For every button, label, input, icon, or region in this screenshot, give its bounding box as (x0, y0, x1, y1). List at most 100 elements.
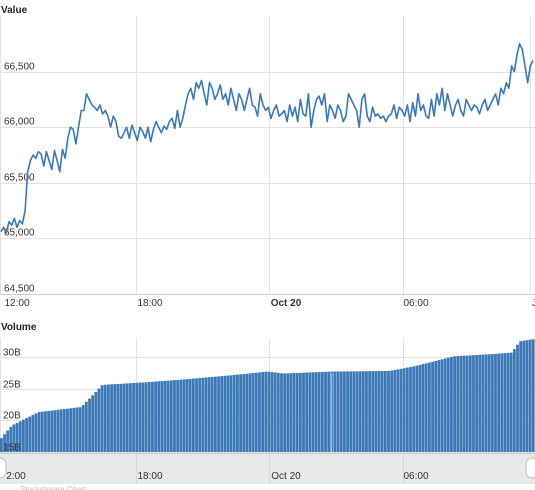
volume-bar (147, 382, 151, 452)
volume-bar (176, 379, 180, 452)
volume-bar (3, 434, 6, 452)
volume-bar (9, 426, 13, 452)
volume-bar (289, 373, 293, 452)
volume-bar (331, 373, 333, 452)
volume-bar (302, 372, 305, 452)
volume-bar (509, 352, 513, 452)
volume-bar (97, 388, 101, 452)
volume-bar (475, 355, 479, 452)
volume-bar (37, 412, 41, 452)
y-tick-label: 15B (3, 443, 21, 454)
volume-bar (487, 354, 491, 452)
volume-bar (251, 373, 255, 452)
volume-bar (195, 378, 198, 452)
volume-bar (355, 371, 359, 452)
volume-bar (308, 372, 312, 452)
volume-bar (50, 410, 54, 452)
volume-bar (437, 360, 441, 452)
volume-bar (409, 367, 412, 452)
volume-bar (522, 340, 526, 452)
navigator-right-handle[interactable] (525, 457, 535, 479)
volume-bar (182, 379, 186, 452)
price-panel: Value 64,500 65,000 65,500 66,000 66,500 12:00… (0, 5, 535, 309)
volume-bar (305, 372, 309, 452)
volume-bar (100, 385, 104, 452)
price-series-line (0, 42, 534, 234)
volume-bar (138, 382, 142, 452)
y-tick-label: 65,500 (4, 173, 35, 184)
volume-bar (66, 408, 69, 452)
volume-bar (314, 372, 318, 452)
volume-bar (365, 371, 368, 452)
volume-bar (506, 352, 510, 452)
volume-bar (402, 368, 406, 452)
volume-bar (424, 363, 428, 452)
y-tick-label: 20B (3, 411, 21, 422)
volume-bar (15, 422, 19, 452)
volume-bar (232, 374, 236, 452)
y-tick-label: 25B (3, 380, 21, 391)
volume-bar (59, 409, 63, 452)
volume-bar (446, 357, 450, 452)
volume-bar (210, 377, 214, 452)
navigator-label: Oct 20 (271, 471, 301, 482)
volume-bar (107, 384, 110, 452)
volume-bar (481, 354, 485, 452)
volume-bar (22, 419, 25, 452)
volume-bar (321, 371, 324, 452)
volume-bar (380, 371, 384, 452)
volume-bar (333, 371, 337, 452)
volume-bar (72, 407, 76, 452)
volume-bar (160, 381, 164, 452)
volume-bar (465, 355, 469, 452)
volume-bar (428, 362, 431, 452)
volume-bar (113, 384, 117, 452)
volume-bar (254, 372, 258, 452)
y-tick-label: 64,500 (4, 284, 35, 295)
volume-bar (207, 377, 211, 452)
volume-bar (484, 354, 488, 452)
footer-text: Stockstream Chart (20, 485, 87, 490)
volume-bar (490, 354, 494, 452)
y-axis-title: Value (1, 5, 28, 16)
volume-bar (18, 421, 22, 452)
volume-bar (119, 383, 123, 452)
volume-bar (450, 356, 453, 452)
volume-bar (154, 381, 158, 452)
volume-bar (412, 366, 416, 452)
volume-bar (512, 349, 516, 452)
volume-bar (116, 384, 120, 452)
volume-bar (503, 353, 507, 452)
volume-bar (273, 372, 277, 452)
volume-bar (343, 371, 346, 452)
volume-bar (103, 384, 107, 452)
volume-bar (258, 372, 261, 452)
volume-bar (270, 372, 274, 452)
volume-bar (336, 371, 340, 452)
volume-bar (185, 379, 189, 452)
y-tick-label: 30B (3, 348, 21, 359)
navigator-left-handle[interactable] (0, 457, 7, 479)
volume-bar (110, 384, 113, 452)
volume-bar (34, 413, 38, 452)
navigator-track (0, 453, 535, 484)
volume-bar (261, 372, 265, 452)
volume-bar (434, 360, 438, 452)
volume-bar (292, 373, 296, 452)
volume-bar (166, 380, 170, 452)
volume-bar (283, 373, 287, 452)
volume-bar (125, 383, 129, 452)
volume-bar (280, 373, 283, 452)
volume-bar (188, 378, 192, 452)
volume-bar (415, 365, 419, 452)
volume-bar (377, 371, 381, 452)
volume-bar (399, 368, 403, 452)
y-tick-label: 66,500 (4, 62, 35, 73)
volume-bar (349, 371, 353, 452)
volume-bar (226, 375, 230, 452)
volume-bar (478, 354, 482, 452)
volume-bar (220, 376, 224, 452)
volume-bar (462, 355, 466, 452)
y-axis-title: Volume (1, 322, 37, 333)
